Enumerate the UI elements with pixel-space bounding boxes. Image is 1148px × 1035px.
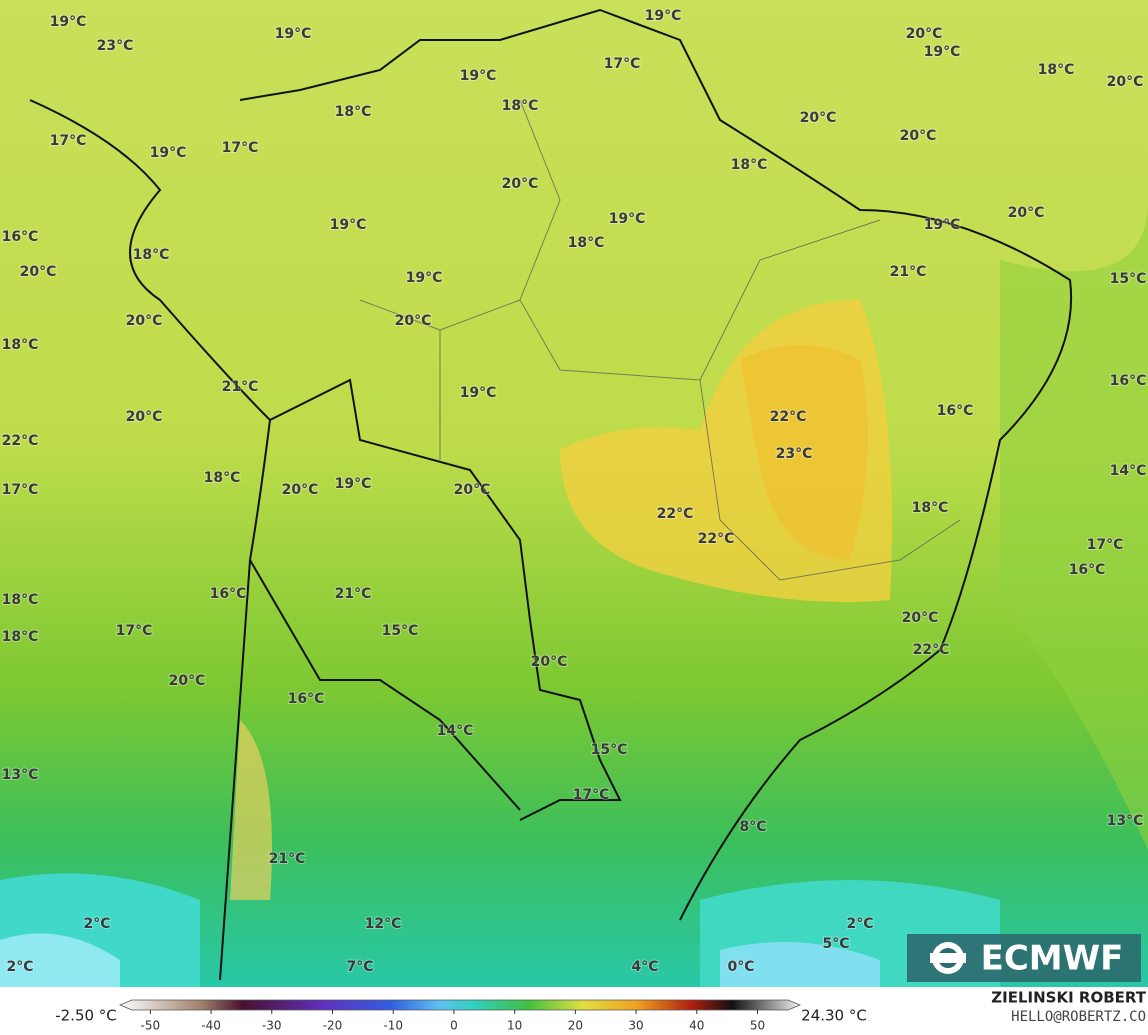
temperature-label: 20°C <box>800 110 837 126</box>
temperature-label: 4°C <box>631 959 658 975</box>
temperature-label: 19°C <box>150 145 187 161</box>
temperature-label: 21°C <box>890 264 927 280</box>
temperature-label: 20°C <box>906 26 943 42</box>
temperature-label: 20°C <box>395 313 432 329</box>
temperature-label: 20°C <box>1008 205 1045 221</box>
temperature-label: 16°C <box>210 586 247 602</box>
temperature-label: 15°C <box>382 623 419 639</box>
temperature-label: 19°C <box>275 26 312 42</box>
temperature-label: 19°C <box>330 217 367 233</box>
temperature-label: 18°C <box>502 98 539 114</box>
temperature-label: 22°C <box>2 433 39 449</box>
colorbar-tick-label: 0 <box>450 1019 458 1033</box>
temperature-label: 21°C <box>222 379 259 395</box>
temperature-label: 14°C <box>437 723 474 739</box>
temperature-label: 17°C <box>222 140 259 156</box>
colorbar-tick-label: -50 <box>141 1019 161 1033</box>
temperature-label: 19°C <box>924 217 961 233</box>
colorbar-tick-label: 30 <box>628 1019 643 1033</box>
colorbar-tick-label: 10 <box>507 1019 522 1033</box>
temperature-label: 17°C <box>2 482 39 498</box>
temperature-label: 16°C <box>288 691 325 707</box>
colorbar-tick-label: -10 <box>383 1019 403 1033</box>
logo: ECMWF <box>907 934 1141 982</box>
temperature-label: 16°C <box>937 403 974 419</box>
colorbar: -50 -40 -30 -20 -10 0 10 20 30 40 50 <box>118 999 802 1033</box>
legend-max: 24.30 °C <box>801 1007 867 1025</box>
temperature-label: 16°C <box>1069 562 1106 578</box>
temperature-label: 13°C <box>1107 813 1144 829</box>
temperature-label: 17°C <box>116 623 153 639</box>
temperature-label: 20°C <box>126 409 163 425</box>
temperature-label: 20°C <box>282 482 319 498</box>
temperature-label: 19°C <box>645 8 682 24</box>
temperature-label: 16°C <box>1110 373 1147 389</box>
temperature-label: 20°C <box>169 673 206 689</box>
temperature-label: 19°C <box>609 211 646 227</box>
temperature-label: 19°C <box>460 68 497 84</box>
temperature-label: 20°C <box>1107 74 1144 90</box>
colorbar-tick-label: 50 <box>750 1019 765 1033</box>
colorbar-tick-label: -40 <box>201 1019 221 1033</box>
temperature-label: 8°C <box>739 819 766 835</box>
temperature-label: 13°C <box>2 767 39 783</box>
temperature-label: 20°C <box>900 128 937 144</box>
temperature-label: 2°C <box>83 916 110 932</box>
colorbar-tick-label: -20 <box>323 1019 343 1033</box>
temperature-label: 17°C <box>50 133 87 149</box>
colorbar-bar <box>118 999 802 1011</box>
legend-min: -2.50 °C <box>55 1007 117 1025</box>
temperature-label: 20°C <box>20 264 57 280</box>
temperature-label: 19°C <box>924 44 961 60</box>
temperature-label: 12°C <box>365 916 402 932</box>
temperature-label: 20°C <box>902 610 939 626</box>
temperature-label: 16°C <box>2 229 39 245</box>
temperature-label: 18°C <box>335 104 372 120</box>
temperature-label: 18°C <box>731 157 768 173</box>
temperature-label: 17°C <box>573 787 610 803</box>
temperature-label: 20°C <box>454 482 491 498</box>
credit-name: ZIELINSKI ROBERT <box>991 989 1146 1007</box>
map <box>0 0 1148 987</box>
temperature-label: 7°C <box>346 959 373 975</box>
temperature-label: 18°C <box>568 235 605 251</box>
temperature-label: 14°C <box>1110 463 1147 479</box>
temperature-label: 19°C <box>460 385 497 401</box>
colorbar-tick-label: -30 <box>262 1019 282 1033</box>
temperature-label: 18°C <box>2 629 39 645</box>
temperature-label: 22°C <box>698 531 735 547</box>
colorbar-tick-label: 20 <box>568 1019 583 1033</box>
temperature-label: 21°C <box>269 851 306 867</box>
temperature-label: 19°C <box>406 270 443 286</box>
temperature-label: 2°C <box>6 959 33 975</box>
temperature-label: 20°C <box>126 313 163 329</box>
temperature-label: 22°C <box>913 642 950 658</box>
temperature-label: 22°C <box>770 409 807 425</box>
temperature-label: 20°C <box>531 654 568 670</box>
temperature-label: 23°C <box>776 446 813 462</box>
temperature-label: 22°C <box>657 506 694 522</box>
temperature-label: 19°C <box>335 476 372 492</box>
temperature-label: 2°C <box>846 916 873 932</box>
temperature-label: 20°C <box>502 176 539 192</box>
logo-text: ECMWF <box>981 939 1124 979</box>
temperature-label: 18°C <box>912 500 949 516</box>
temperature-label: 21°C <box>335 586 372 602</box>
temperature-label: 17°C <box>1087 537 1124 553</box>
temperature-label: 18°C <box>1038 62 1075 78</box>
temperature-label: 5°C <box>822 936 849 952</box>
temperature-label: 18°C <box>2 337 39 353</box>
temperature-label: 18°C <box>2 592 39 608</box>
temperature-label: 18°C <box>204 470 241 486</box>
temperature-label: 17°C <box>604 56 641 72</box>
temperature-label: 0°C <box>727 959 754 975</box>
colorbar-tick-label: 40 <box>689 1019 704 1033</box>
credit-email: HELLO@ROBERTZ.CO <box>1011 1009 1146 1025</box>
temperature-label: 15°C <box>591 742 628 758</box>
temperature-label: 15°C <box>1110 271 1147 287</box>
temperature-label: 23°C <box>97 38 134 54</box>
temperature-label: 18°C <box>133 247 170 263</box>
temperature-label: 19°C <box>50 14 87 30</box>
